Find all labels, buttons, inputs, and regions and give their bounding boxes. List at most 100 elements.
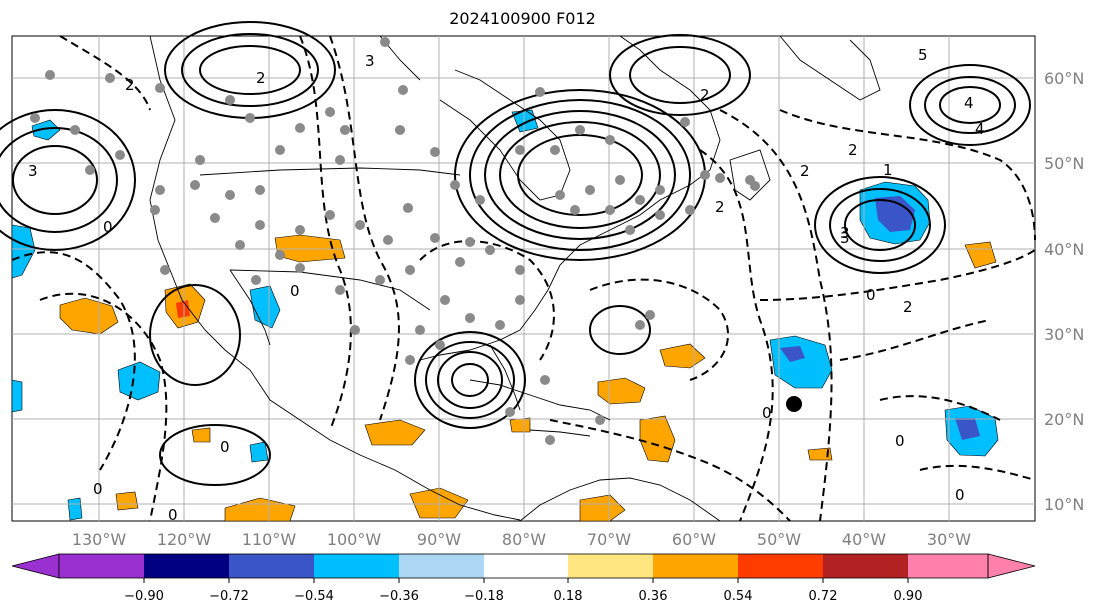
latitude-labels: 60°N 50°N 40°N 30°N 20°N 10°N: [1044, 69, 1084, 514]
graticule: [12, 36, 1035, 521]
station-dot: [225, 95, 235, 105]
colorbar-segment: [823, 554, 908, 578]
colorbar-tick-label: −0.36: [379, 589, 419, 604]
station-dot: [655, 210, 665, 220]
station-dot: [350, 325, 360, 335]
colorbar-extend-high: [987, 553, 1036, 579]
station-dot: [245, 113, 255, 123]
station-dot: [545, 435, 555, 445]
colorbar-tick-label: −0.90: [124, 589, 164, 604]
station-dot: [150, 205, 160, 215]
station-dot: [430, 233, 440, 243]
station-dot: [435, 340, 445, 350]
station-dot: [255, 220, 265, 230]
station-dot: [115, 150, 125, 160]
station-dot: [225, 190, 235, 200]
station-dot: [575, 125, 585, 135]
station-dot: [45, 70, 55, 80]
contour-label: 2: [700, 86, 710, 104]
colorbar-tick-label: −0.54: [294, 589, 334, 604]
colorbar-tick-label: 0.18: [554, 589, 583, 604]
contour-label: 0: [220, 438, 230, 456]
station-dot: [195, 155, 205, 165]
colorbar-segment: [314, 554, 399, 578]
coastlines: [149, 35, 881, 522]
latitude-label: 20°N: [1044, 410, 1084, 429]
station-dot: [700, 170, 710, 180]
map-panel: 3 2 4 2 2 5 3 3 4 2 1 0 2 0 0 2 2 0 0 0 …: [0, 21, 1036, 524]
longitude-label: 40°W: [842, 530, 886, 549]
colorbar-segment: [908, 554, 988, 578]
longitude-label: 120°W: [157, 530, 212, 549]
contour-label: 3: [840, 229, 850, 247]
dashed-contours: [11, 35, 1036, 522]
station-dot: [403, 203, 413, 213]
colorbar-segment: [399, 554, 484, 578]
station-dot: [275, 250, 285, 260]
station-dot: [750, 181, 760, 191]
station-dot: [85, 165, 95, 175]
contour-label: 5: [918, 46, 928, 64]
station-dot: [680, 117, 690, 127]
station-dot: [430, 147, 440, 157]
station-dot: [605, 205, 615, 215]
station-dot: [625, 225, 635, 235]
station-dot: [540, 375, 550, 385]
station-dot: [335, 285, 345, 295]
contour-label: 0: [290, 282, 300, 300]
colorbar-tick-label: −0.72: [209, 589, 249, 604]
station-dot: [355, 220, 365, 230]
station-dot: [635, 195, 645, 205]
contour-label: 2: [800, 162, 810, 180]
station-dot: [398, 85, 408, 95]
station-dot: [535, 87, 545, 97]
longitude-label: 60°W: [672, 530, 716, 549]
station-dot: [105, 73, 115, 83]
longitude-label: 90°W: [417, 530, 461, 549]
contour-label-group: 3 2 4 2 2 5 3 3 4 2 1 0 2 0 0 2 2 0 0 0 …: [28, 46, 985, 524]
station-dot: [495, 320, 505, 330]
contour-label: 0: [103, 218, 113, 236]
colorbar-tick-label: 0.54: [724, 589, 753, 604]
station-dot: [383, 235, 393, 245]
station-dot: [235, 240, 245, 250]
contour-label: 0: [93, 480, 103, 498]
colorbar-tick-label: 0.72: [809, 589, 838, 604]
latitude-label: 10°N: [1044, 495, 1084, 514]
contour-label: 0: [955, 486, 965, 504]
colorbar-segment: [229, 554, 314, 578]
station-dot: [515, 265, 525, 275]
colorbar-segment: [59, 554, 144, 578]
contour-label: 2: [256, 69, 266, 87]
station-dot: [210, 213, 220, 223]
colorbar-tick-label: 0.90: [894, 589, 923, 604]
station-dot: [325, 210, 335, 220]
station-dot: [335, 155, 345, 165]
station-dot: [715, 173, 725, 183]
station-dot: [440, 295, 450, 305]
longitude-labels: 130°W 120°W 110°W 100°W 90°W 80°W 70°W 6…: [72, 530, 971, 549]
longitude-label: 50°W: [757, 530, 801, 549]
station-dot: [405, 355, 415, 365]
station-dot: [515, 295, 525, 305]
station-dot: [295, 123, 305, 133]
station-dot: [485, 245, 495, 255]
station-dot: [615, 175, 625, 185]
contour-label: 3: [840, 224, 850, 242]
colorbar-segment: [738, 554, 823, 578]
station-dot: [295, 263, 305, 273]
station-dot: [295, 225, 305, 235]
storm-center-marker: [786, 396, 802, 412]
colorbar-tick-label: 0.36: [639, 589, 668, 604]
longitude-label: 80°W: [502, 530, 546, 549]
station-dot: [555, 190, 565, 200]
colorbar-extend-low: [11, 553, 60, 579]
station-dot: [585, 185, 595, 195]
station-dot: [465, 313, 475, 323]
station-dot: [395, 125, 405, 135]
station-dot: [255, 185, 265, 195]
station-dot: [475, 195, 485, 205]
station-dot: [70, 125, 80, 135]
latitude-label: 50°N: [1044, 154, 1084, 173]
